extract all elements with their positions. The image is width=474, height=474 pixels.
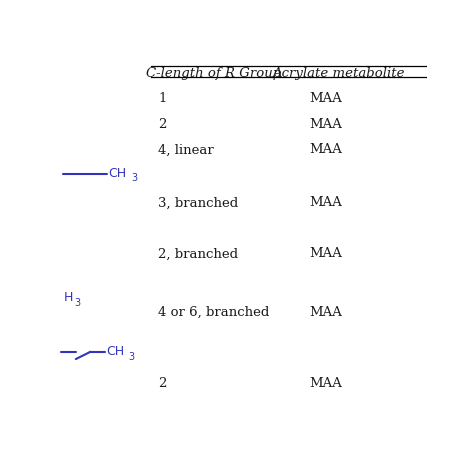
Text: 4, linear: 4, linear: [158, 144, 214, 156]
Text: 3: 3: [128, 352, 135, 362]
Text: MAA: MAA: [309, 377, 342, 390]
Text: MAA: MAA: [309, 306, 342, 319]
Text: MAA: MAA: [309, 92, 342, 105]
Text: 4 or 6, branched: 4 or 6, branched: [158, 306, 270, 319]
Text: C-length of R Group: C-length of R Group: [146, 67, 281, 80]
Text: 2, branched: 2, branched: [158, 247, 238, 261]
Text: CH: CH: [108, 167, 126, 180]
Text: 3: 3: [75, 298, 81, 308]
Text: MAA: MAA: [309, 247, 342, 261]
Text: 3: 3: [131, 173, 137, 183]
Text: CH: CH: [106, 345, 124, 358]
Text: 1: 1: [158, 92, 167, 105]
Text: MAA: MAA: [309, 118, 342, 131]
Text: H: H: [64, 291, 73, 304]
Text: 3, branched: 3, branched: [158, 196, 239, 210]
Text: MAA: MAA: [309, 144, 342, 156]
Text: 2: 2: [158, 377, 167, 390]
Text: Acrylate metabolite: Acrylate metabolite: [272, 67, 405, 80]
Text: 2: 2: [158, 118, 167, 131]
Text: MAA: MAA: [309, 196, 342, 210]
